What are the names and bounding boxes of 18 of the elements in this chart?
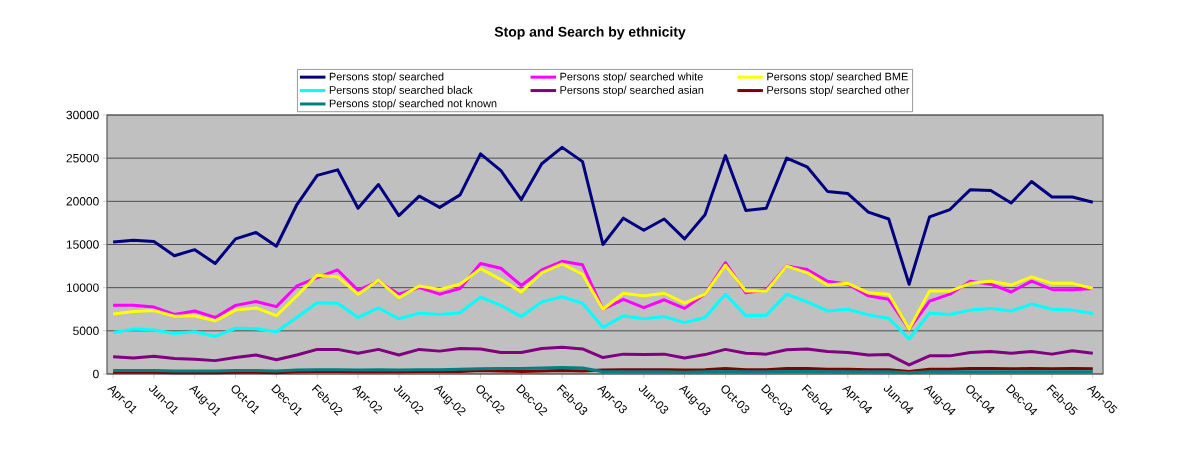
y-tick-label: 30000 <box>66 110 99 120</box>
y-tick-label: 10000 <box>66 283 99 292</box>
chart-title: Stop and Search by ethnicity <box>494 26 686 40</box>
legend-label: Persons stop/ searched white <box>560 72 703 83</box>
legend-label: Persons stop/ searched BME <box>767 72 908 83</box>
legend-label: Persons stop/ searched <box>329 72 444 83</box>
y-tick-label: 0 <box>93 369 99 379</box>
legend-label: Persons stop/ searched not known <box>329 99 497 110</box>
legend-label: Persons stop/ searched black <box>329 85 473 97</box>
line-series <box>111 292 1095 341</box>
y-tick-label: 15000 <box>66 240 99 249</box>
line-series <box>111 345 1095 367</box>
y-tick-label: 5000 <box>73 326 99 336</box>
y-tick-label: 20000 <box>66 197 99 206</box>
y-tick-label: 25000 <box>66 153 99 163</box>
legend-label: Persons stop/ searched asian <box>560 85 704 97</box>
legend-label: Persons stop/ searched other <box>767 85 910 97</box>
line-series <box>111 145 1095 286</box>
